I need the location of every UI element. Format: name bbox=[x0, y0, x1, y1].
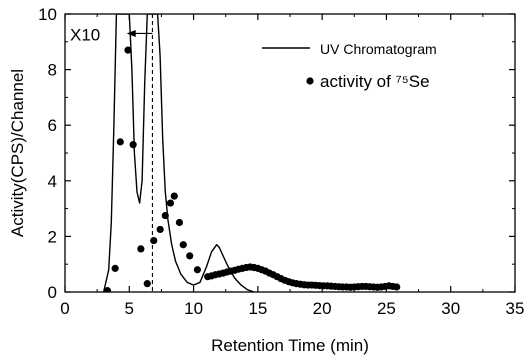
se75-activity-point bbox=[137, 245, 145, 253]
y-tick-label: 10 bbox=[38, 5, 57, 24]
se75-activity-point bbox=[170, 192, 178, 200]
se75-activity-point bbox=[186, 252, 194, 260]
x-tick-label: 10 bbox=[184, 299, 203, 318]
x-tick-label: 15 bbox=[248, 299, 267, 318]
y-axis-title: Activity(CPS)/Channel bbox=[8, 69, 27, 237]
annotation-arrowhead bbox=[126, 29, 136, 37]
x-tick-label: 25 bbox=[377, 299, 396, 318]
y-tick-label: 0 bbox=[48, 283, 57, 302]
se75-activity-point bbox=[111, 264, 119, 272]
se75-activity-point bbox=[161, 211, 169, 220]
legend-label-se: activity of ⁷⁵Se bbox=[320, 72, 430, 91]
se75-activity-point bbox=[143, 280, 151, 288]
se75-activity-point bbox=[116, 138, 124, 146]
se75-activity-point bbox=[193, 266, 202, 274]
se75-activity-point bbox=[150, 236, 158, 245]
se75-activity-point bbox=[103, 287, 112, 292]
se75-activity-point bbox=[393, 283, 401, 291]
x-tick-label: 35 bbox=[506, 299, 525, 318]
y-tick-label: 6 bbox=[48, 116, 57, 135]
se75-activity-point bbox=[124, 46, 132, 54]
se75-activity-point bbox=[156, 225, 164, 234]
legend-dot-swatch bbox=[306, 77, 314, 85]
y-tick-label: 4 bbox=[48, 172, 57, 191]
se75-activity-point bbox=[166, 199, 175, 207]
y-tick-label: 8 bbox=[48, 61, 57, 80]
x-tick-label: 20 bbox=[313, 299, 332, 318]
x-axis-title: Retention Time (min) bbox=[211, 336, 369, 355]
se75-activity-point bbox=[175, 218, 184, 227]
x-tick-label: 5 bbox=[125, 299, 134, 318]
x-tick-label: 30 bbox=[441, 299, 460, 318]
annotation-x10: X10 bbox=[70, 25, 100, 44]
x-tick-label: 0 bbox=[60, 299, 69, 318]
plot-frame bbox=[64, 13, 516, 293]
se75-activity-point bbox=[179, 241, 187, 249]
y-tick-label: 2 bbox=[48, 227, 57, 246]
legend-label-uv: UV Chromatogram bbox=[320, 41, 437, 57]
uv-chromatogram-line bbox=[102, 14, 255, 292]
se75-activity-point bbox=[129, 141, 137, 149]
